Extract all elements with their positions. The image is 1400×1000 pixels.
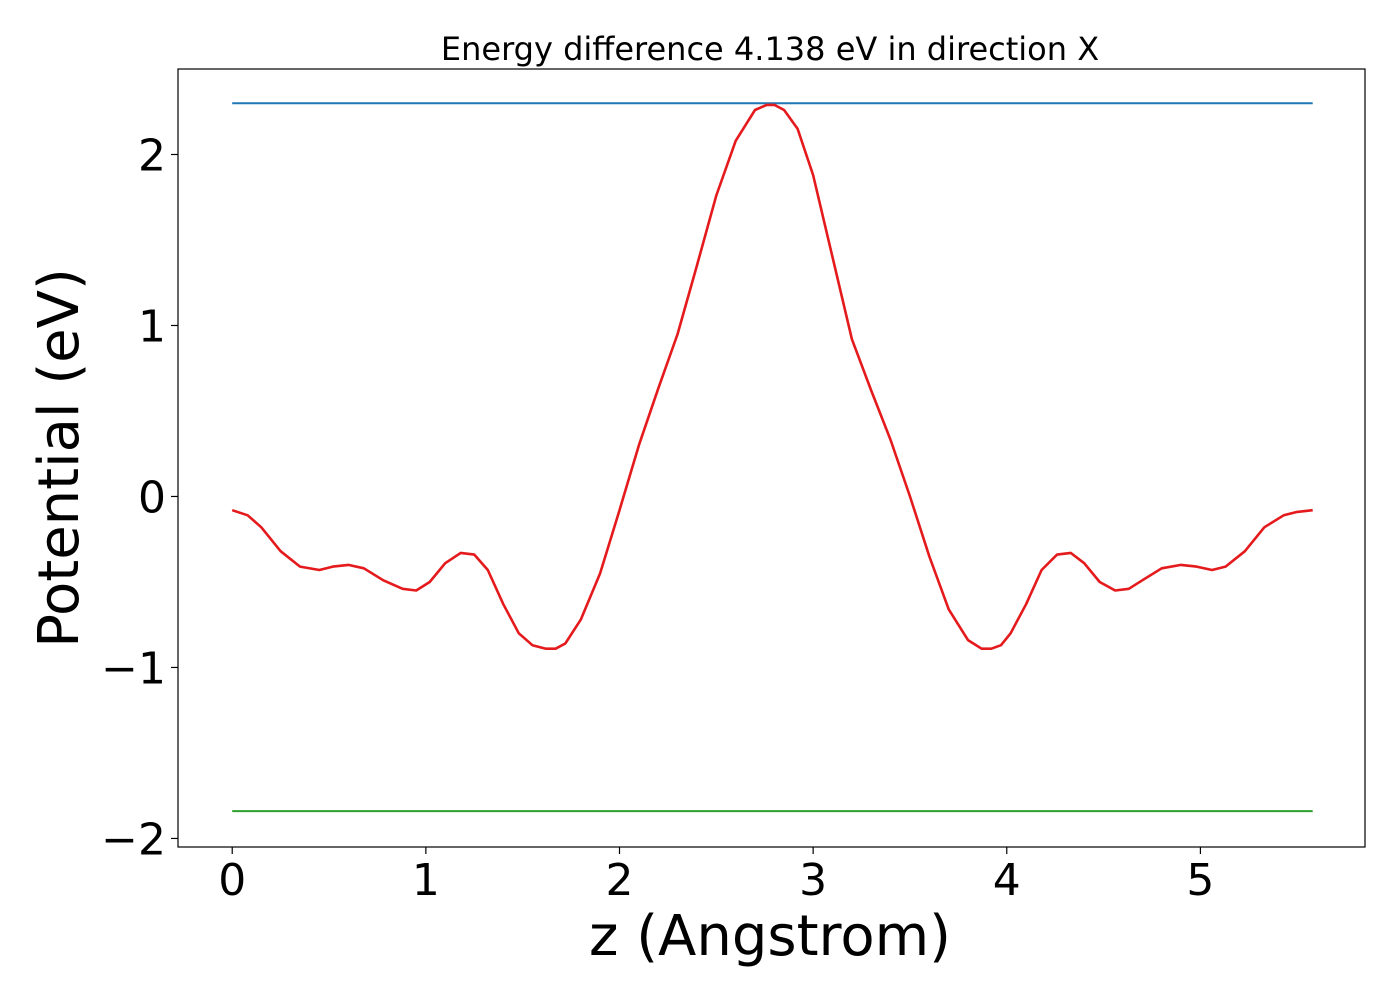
y-tick-label: −2 bbox=[101, 814, 166, 865]
x-tick-label: 3 bbox=[799, 855, 827, 906]
y-tick-label: −1 bbox=[101, 643, 166, 694]
y-axis-label: Potential (eV) bbox=[27, 268, 92, 648]
x-tick-label: 2 bbox=[605, 855, 633, 906]
x-tick-label: 1 bbox=[412, 855, 440, 906]
x-axis-label: z (Angstrom) bbox=[589, 904, 951, 969]
x-tick-label: 5 bbox=[1186, 855, 1214, 906]
y-axis: −2 −1 0 1 2 bbox=[101, 130, 178, 865]
y-tick-label: 2 bbox=[138, 130, 166, 181]
plot-frame bbox=[177, 68, 1366, 848]
x-axis: 0 1 2 3 4 5 bbox=[218, 847, 1214, 906]
series-layer bbox=[231, 102, 1313, 813]
y-tick-label: 0 bbox=[138, 472, 166, 523]
x-tick-label: 0 bbox=[218, 855, 246, 906]
x-tick-label: 4 bbox=[993, 855, 1021, 906]
chart-title: Energy difference 4.138 eV in direction … bbox=[441, 30, 1099, 68]
potential-curve bbox=[231, 103, 1313, 651]
y-tick-label: 1 bbox=[138, 301, 166, 352]
